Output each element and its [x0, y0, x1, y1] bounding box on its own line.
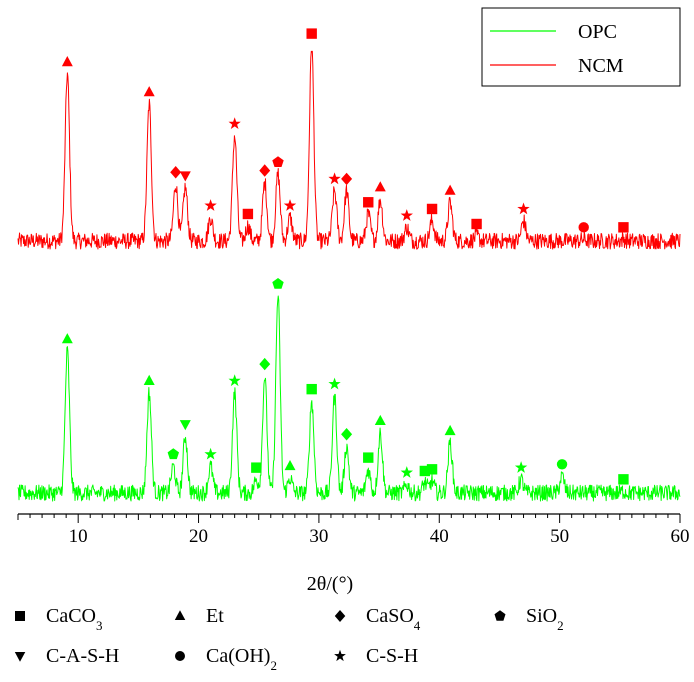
peak-marker-opc-15 — [400, 466, 413, 478]
x-axis-label: 2θ/(°) — [307, 573, 353, 595]
peak-marker-opc-18 — [444, 424, 456, 436]
peak-marker-opc-2 — [167, 448, 179, 460]
series-legend: OPC NCM — [481, 7, 681, 87]
x-tick-label: 20 — [189, 526, 208, 547]
key-symbol-star — [334, 649, 346, 662]
peak-marker-ncm-19 — [517, 202, 530, 215]
legend-label-opc: OPC — [578, 21, 617, 43]
peak-marker-opc-13 — [363, 452, 374, 463]
peak-marker-opc-11 — [328, 377, 341, 390]
peak-marker-ncm-8 — [272, 156, 284, 167]
peak-marker-ncm-4 — [204, 199, 217, 211]
peak-marker-opc-1 — [143, 374, 155, 385]
key-label-square: CaCO3 — [46, 605, 103, 633]
peak-marker-opc-0 — [61, 333, 73, 344]
peak-marker-ncm-12 — [341, 172, 353, 186]
peak-marker-ncm-3 — [179, 171, 191, 182]
peak-marker-opc-17 — [426, 464, 438, 475]
peak-marker-opc-4 — [204, 447, 217, 460]
peak-marker-opc-8 — [272, 278, 284, 289]
key-symbol-diamond — [334, 610, 346, 622]
x-tick-label: 10 — [69, 526, 88, 547]
x-tick-label: 50 — [550, 526, 569, 547]
series-line-opc — [17, 295, 681, 502]
key-symbol-circle — [175, 651, 185, 661]
key-symbol-triangle-down — [14, 652, 26, 662]
peak-marker-opc-21 — [618, 474, 629, 485]
x-tick-label: 40 — [430, 526, 449, 547]
peak-marker-ncm-9 — [283, 199, 297, 211]
key-label-circle: Ca(OH)2 — [206, 645, 277, 673]
key-label-diamond: CaSO4 — [366, 605, 421, 633]
legend-label-ncm: NCM — [578, 55, 624, 77]
peak-marker-ncm-0 — [61, 56, 73, 67]
key-symbol-square — [15, 611, 25, 621]
peak-marker-ncm-11 — [328, 172, 341, 185]
peak-marker-opc-6 — [251, 462, 262, 473]
key-label-triangle: Et — [206, 605, 224, 627]
key-symbol-pentagon — [494, 610, 506, 621]
peak-marker-opc-5 — [228, 374, 241, 387]
peak-marker-opc-7 — [259, 357, 271, 371]
peak-marker-ncm-13 — [363, 197, 374, 208]
peak-marker-opc-9 — [284, 460, 296, 471]
peak-marker-ncm-7 — [259, 164, 271, 177]
peak-marker-ncm-20 — [578, 222, 589, 233]
x-tick-label: 60 — [671, 526, 690, 547]
legend-box — [481, 7, 681, 87]
peak-marker-ncm-18 — [471, 218, 482, 230]
peak-marker-opc-19 — [514, 461, 528, 473]
peak-marker-ncm-16 — [426, 203, 438, 215]
peak-marker-ncm-10 — [306, 28, 317, 39]
phase-symbol-key: CaCO3 Et CaSO4 SiO2 C-A-S-H Ca(OH)2 C-S-H — [14, 605, 564, 673]
peak-marker-opc-20 — [556, 459, 568, 470]
peak-marker-ncm-14 — [374, 181, 386, 192]
peak-marker-opc-10 — [306, 383, 317, 395]
key-label-star: C-S-H — [366, 645, 418, 667]
peak-marker-opc-14 — [374, 414, 386, 425]
peak-marker-opc-12 — [341, 428, 353, 441]
key-symbol-triangle — [174, 610, 186, 620]
peak-marker-ncm-21 — [618, 222, 629, 233]
peak-marker-ncm-1 — [143, 86, 155, 97]
x-axis: 10 20 30 40 50 60 2θ/(°) — [17, 513, 690, 595]
peak-marker-ncm-15 — [400, 209, 413, 221]
peak-marker-opc-3 — [179, 420, 191, 431]
peak-marker-ncm-6 — [242, 208, 254, 220]
peak-marker-opc-16 — [419, 465, 431, 477]
series-line-ncm — [17, 50, 681, 250]
peak-marker-ncm-17 — [444, 184, 456, 195]
x-tick-label: 30 — [309, 526, 328, 547]
peak-marker-ncm-2 — [170, 166, 182, 179]
marker-layer — [61, 28, 629, 485]
trace-layer — [17, 50, 681, 502]
x-ticks: 10 20 30 40 50 60 — [17, 514, 690, 547]
key-label-triangle-down: C-A-S-H — [46, 645, 119, 667]
key-label-pentagon: SiO2 — [526, 605, 564, 633]
peak-marker-ncm-5 — [228, 117, 241, 129]
